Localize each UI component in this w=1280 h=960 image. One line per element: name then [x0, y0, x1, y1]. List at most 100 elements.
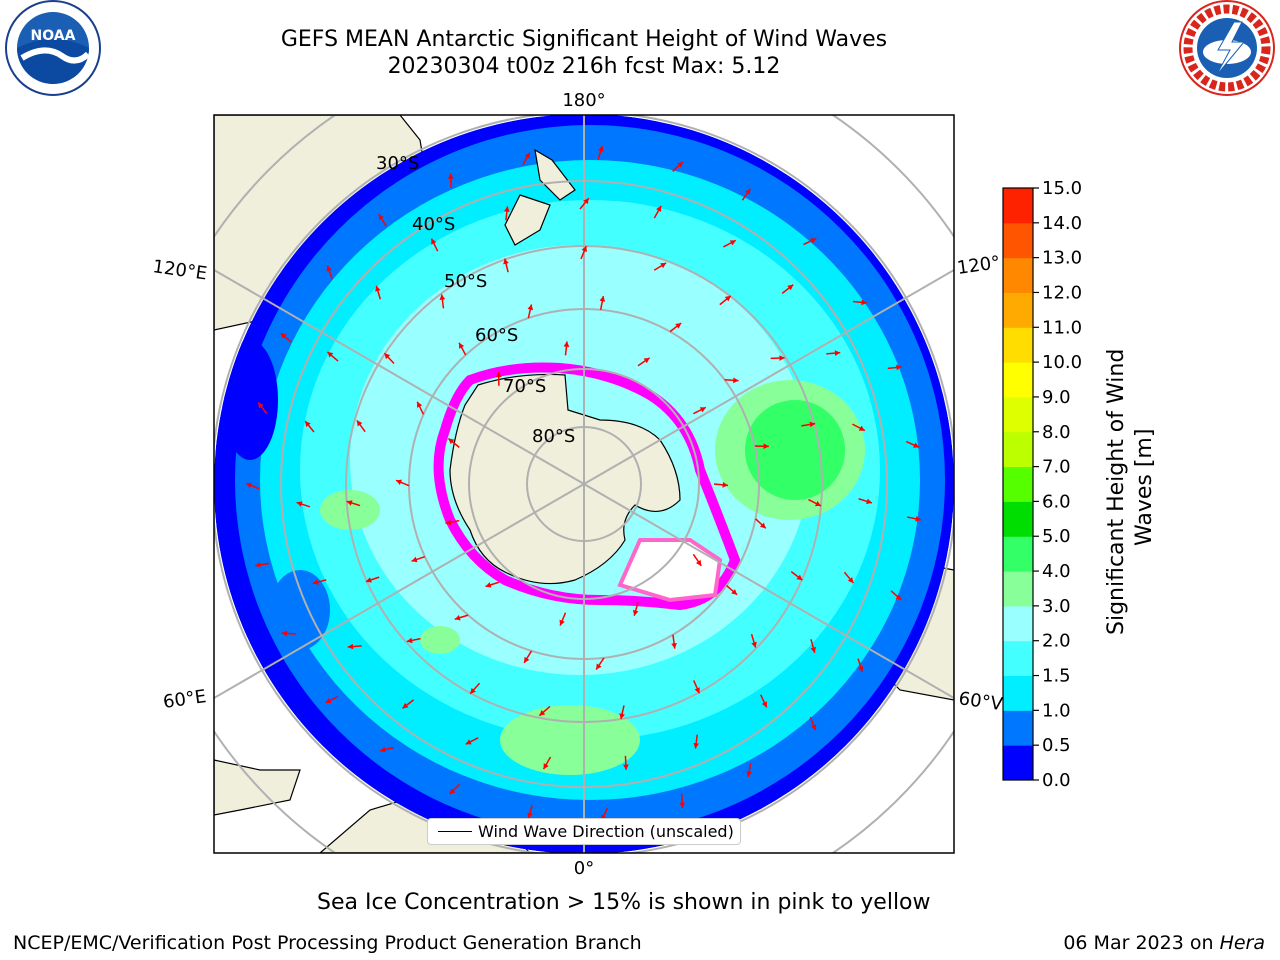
- colorbar-segment: [1003, 222, 1033, 259]
- wind-wave-arrowhead: [417, 401, 423, 408]
- wind-wave-arrowhead: [729, 240, 736, 246]
- colorbar-tick-label: 14.0: [1042, 213, 1082, 234]
- wind-wave-arrowhead: [246, 482, 253, 489]
- wind-wave-arrowhead: [913, 442, 920, 448]
- chart-title: GEFS MEAN Antarctic Significant Height o…: [280, 27, 888, 52]
- colorbar-segment: [1003, 710, 1033, 746]
- wind-wave-arrowhead: [731, 589, 738, 595]
- sea-ice-note: Sea Ice Concentration > 15% is shown in …: [317, 890, 931, 915]
- wind-wave-arrowhead: [402, 702, 409, 709]
- wind-wave-arrowhead: [296, 501, 303, 507]
- wind-wave-arrowhead: [396, 479, 403, 485]
- wind-wave-arrowhead: [746, 771, 752, 777]
- wind-wave-arrowhead: [866, 498, 872, 505]
- colorbar-tick-label: 1.5: [1042, 666, 1071, 687]
- colorbar-tick-label: 9.0: [1042, 387, 1071, 408]
- colorbar-tick-label: 6.0: [1042, 491, 1071, 512]
- wind-wave-arrowhead: [787, 284, 794, 291]
- wind-wave-arrowhead: [733, 377, 739, 384]
- wind-wave-arrowhead: [312, 579, 319, 585]
- wind-wave-arrowhead: [643, 357, 650, 364]
- lat-label-70s: 70°S: [503, 376, 546, 397]
- wind-wave-arrowhead: [365, 577, 372, 583]
- wind-wave-arrowhead: [895, 594, 902, 601]
- host-name: Hera: [1219, 932, 1265, 954]
- colorbar-segment: [1003, 188, 1033, 224]
- wind-wave-arrowhead: [305, 421, 311, 428]
- wind-wave-arrowhead: [596, 663, 602, 670]
- wind-wave-arrowhead: [406, 637, 413, 644]
- noaa-logo-icon: NOAA: [5, 0, 101, 96]
- colorbar-tick-label: 8.0: [1042, 422, 1071, 443]
- map-legend: Wind Wave Direction (unscaled): [427, 818, 741, 845]
- lon-label-top: 180°: [562, 90, 605, 111]
- colorbar-segment: [1003, 292, 1033, 328]
- wind-wave-arrowhead: [810, 646, 817, 653]
- wind-wave-arrows: [245, 145, 922, 821]
- colorbar-tick-label: 7.0: [1042, 457, 1071, 478]
- wind-wave-arrowhead: [527, 304, 534, 311]
- wind-wave-arrowhead: [326, 265, 332, 272]
- colorbar-tick-label: 1.0: [1042, 700, 1071, 721]
- wind-wave-arrowhead: [583, 198, 589, 205]
- chart-subtitle: 20230304 t00z 216h fcst Max: 5.12: [387, 54, 781, 79]
- lat-label-60s: 60°S: [475, 325, 518, 346]
- colorbar-segment: [1003, 396, 1033, 433]
- wind-wave-arrowhead: [810, 724, 817, 731]
- wind-wave-arrowhead: [380, 746, 386, 753]
- wind-wave-arrowhead: [857, 666, 864, 672]
- wind-wave-arrowhead: [255, 561, 261, 568]
- wind-wave-arrowhead: [660, 262, 667, 269]
- wind-wave-arrowhead: [810, 238, 817, 244]
- lat-label-40s: 40°S: [412, 214, 455, 235]
- colorbar-segment: [1003, 362, 1033, 398]
- colorbar-segment: [1003, 745, 1033, 781]
- wind-wave-arrowhead: [695, 559, 702, 566]
- wind-wave-arrowhead: [347, 643, 354, 650]
- wind-wave-arrowhead: [503, 258, 509, 265]
- wind-wave-arrowhead: [679, 802, 686, 808]
- wind-wave-arrowhead: [751, 641, 757, 648]
- colorbar-segment: [1003, 675, 1033, 711]
- colorbar-segment: [1003, 605, 1033, 642]
- wind-wave-arrowhead: [834, 350, 841, 356]
- wind-wave-arrowhead: [796, 574, 803, 581]
- wind-wave-arrowhead: [281, 630, 288, 637]
- wind-wave-arrowhead: [599, 296, 606, 302]
- colorbar-segment: [1003, 536, 1033, 572]
- noaa-logo-text: NOAA: [31, 28, 76, 44]
- wind-wave-arrowhead: [632, 609, 639, 616]
- wind-wave-arrowhead: [694, 687, 700, 694]
- colorbar-segment: [1003, 571, 1033, 607]
- wind-wave-arrowhead: [623, 764, 629, 770]
- colorbar-label-line2: Waves [m]: [1132, 428, 1157, 546]
- colorbar-tick-label: 0.5: [1042, 735, 1071, 756]
- colorbar-segment: [1003, 640, 1033, 677]
- lon-label-bottom: 0°: [574, 858, 594, 879]
- wind-wave-arrowhead: [485, 582, 492, 588]
- wind-wave-arrowhead: [563, 341, 570, 347]
- wind-wave-arrowhead: [597, 145, 604, 152]
- wind-wave-arrowhead: [699, 407, 706, 413]
- wind-wave-arrowhead: [325, 697, 332, 703]
- colorbar-tick-label: 4.0: [1042, 561, 1071, 582]
- colorbar-segment: [1003, 466, 1033, 502]
- wind-wave-arrowhead: [327, 351, 334, 358]
- wind-wave-arrowhead: [524, 152, 530, 159]
- date-host: 06 Mar 2023 on Hera: [1063, 932, 1265, 954]
- wind-wave-arrowhead: [449, 788, 456, 795]
- wind-wave-arrowhead: [495, 371, 502, 378]
- wind-wave-arrowhead: [858, 425, 865, 431]
- wind-wave-arrowhead: [346, 500, 353, 506]
- wind-wave-arrowhead: [809, 421, 816, 428]
- colorbar-tick-label: 2.0: [1042, 631, 1071, 652]
- wind-wave-arrowhead: [280, 333, 287, 339]
- colorbar-tick-label: 11.0: [1042, 317, 1082, 338]
- colorbar-tick-label: 15.0: [1042, 180, 1082, 199]
- wind-wave-arrowhead: [724, 295, 731, 302]
- wind-wave-arrowhead: [847, 577, 854, 584]
- wind-wave-arrowhead: [539, 709, 546, 716]
- wind-wave-arrowhead: [896, 364, 902, 371]
- wind-wave-arrowhead: [581, 246, 587, 253]
